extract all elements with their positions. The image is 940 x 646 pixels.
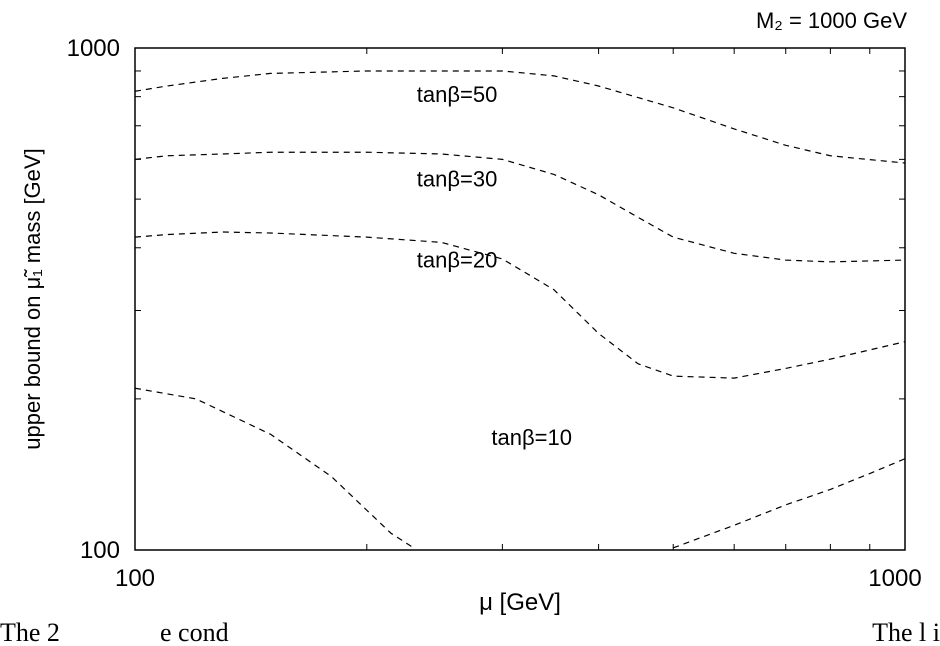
series-line bbox=[134, 231, 906, 379]
caption-fragment: The 2 e cond The l i bbox=[0, 618, 940, 646]
series-line bbox=[134, 387, 414, 549]
caption-fragment-middle: e cond bbox=[160, 618, 229, 646]
y-axis-label: upper bound on μ̃₁ mass [GeV] bbox=[20, 148, 45, 449]
series-line bbox=[134, 70, 906, 164]
series-line bbox=[134, 151, 906, 263]
caption-fragment-left: The 2 bbox=[0, 618, 60, 646]
plot-frame bbox=[134, 47, 906, 551]
series-annotation: tanβ=50 bbox=[417, 82, 498, 107]
series-annotation: tanβ=10 bbox=[491, 425, 572, 450]
x-axis-label: μ [GeV] bbox=[479, 589, 561, 616]
series-annotation: tanβ=30 bbox=[417, 166, 498, 191]
chart: 100 1000 100 1000 M₂ = 1000 GeV μ [GeV] … bbox=[20, 8, 922, 616]
caption-fragment-right: The l i bbox=[872, 618, 940, 646]
series-annotation: tanβ=20 bbox=[417, 248, 498, 273]
series-layer bbox=[134, 70, 906, 549]
x-tick-label: 1000 bbox=[868, 565, 921, 592]
x-tick-label: 100 bbox=[115, 565, 155, 592]
y-tick-label: 1000 bbox=[67, 35, 120, 62]
series-line bbox=[672, 458, 906, 549]
axis-ticks bbox=[134, 47, 906, 551]
y-tick-label: 100 bbox=[80, 537, 120, 564]
chart-title: M₂ = 1000 GeV bbox=[756, 8, 907, 33]
